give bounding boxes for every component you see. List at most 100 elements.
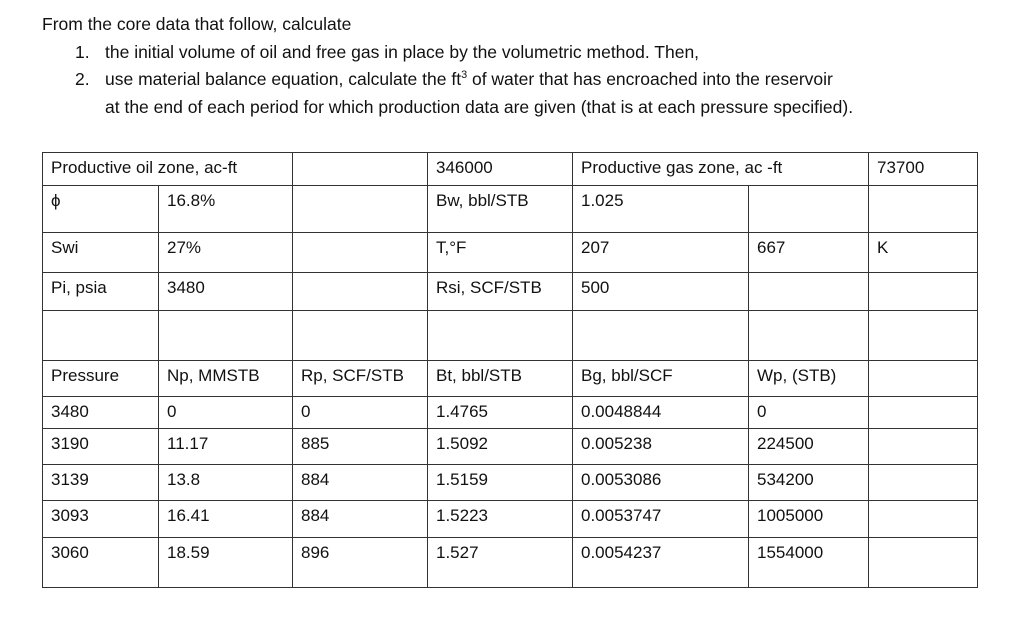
cell-oil-zone-label: Productive oil zone, ac-ft: [42, 152, 293, 186]
cell-bw-label: Bw, bbl/STB: [427, 185, 573, 233]
list-item-2-text-line2: at the end of each period for which prod…: [105, 96, 854, 117]
cell-swi-value: 27%: [158, 232, 293, 273]
cell-empty: [868, 396, 978, 429]
reservoir-data-table: Productive oil zone, ac-ft 346000 Produc…: [42, 152, 978, 588]
cell-pressure: 3480: [42, 396, 159, 429]
table-row: 3139 13.8 884 1.5159 0.0053086 534200: [42, 464, 978, 501]
list-number-2: 2.: [75, 69, 90, 89]
cell-empty: [868, 537, 978, 588]
cell-empty: [158, 310, 293, 361]
cell-wp: 0: [748, 396, 869, 429]
table-row: ϕ 16.8% Bw, bbl/STB 1.025: [42, 185, 978, 233]
cell-empty: [572, 310, 749, 361]
cell-wp: 1554000: [748, 537, 869, 588]
cell-empty: [868, 500, 978, 538]
cell-empty: [292, 310, 428, 361]
cell-empty: [748, 310, 869, 361]
cell-np: 13.8: [158, 464, 293, 501]
cell-empty: [868, 185, 978, 233]
cell-np: 0: [158, 396, 293, 429]
cell-rp: 0: [292, 396, 428, 429]
cell-rsi-value: 500: [572, 272, 749, 311]
table-row: Pi, psia 3480 Rsi, SCF/STB 500: [42, 272, 978, 311]
header-pressure: Pressure: [42, 360, 159, 397]
list-item-2-text-b: of water that has encroached into the re…: [467, 69, 833, 89]
cell-pi-value: 3480: [158, 272, 293, 311]
cell-wp: 224500: [748, 428, 869, 465]
cell-k-unit: K: [868, 232, 978, 273]
cell-empty: [868, 428, 978, 465]
cell-rp: 884: [292, 500, 428, 538]
cell-np: 18.59: [158, 537, 293, 588]
table-row: 3190 11.17 885 1.5092 0.005238 224500: [42, 428, 978, 465]
cell-temperature-value: 207: [572, 232, 749, 273]
cell-bt: 1.527: [427, 537, 573, 588]
cell-rp: 884: [292, 464, 428, 501]
table-row: 3480 0 0 1.4765 0.0048844 0: [42, 396, 978, 429]
intro-line: From the core data that follow, calculat…: [42, 14, 352, 34]
cell-empty: [868, 272, 978, 311]
list-item-2-continuation: at the end of each period for which prod…: [42, 94, 1002, 122]
superscript-3: 3: [461, 69, 468, 82]
cell-bt: 1.5159: [427, 464, 573, 501]
cell-gas-zone-value: 73700: [868, 152, 978, 186]
cell-pressure: 3139: [42, 464, 159, 501]
cell-empty: [292, 152, 428, 186]
list-number-1: 1.: [75, 41, 90, 62]
cell-bw-value: 1.025: [572, 185, 749, 233]
cell-np: 16.41: [158, 500, 293, 538]
cell-swi-label: Swi: [42, 232, 159, 273]
cell-rsi-label: Rsi, SCF/STB: [427, 272, 573, 311]
cell-temperature-label: T,°F: [427, 232, 573, 273]
cell-bg: 0.0048844: [572, 396, 749, 429]
cell-k-value: 667: [748, 232, 869, 273]
list-item-2: 2. use material balance equation, calcul…: [42, 66, 1002, 94]
cell-pressure: 3093: [42, 500, 159, 538]
cell-empty: [427, 310, 573, 361]
cell-oil-zone-value: 346000: [427, 152, 573, 186]
cell-empty: [868, 464, 978, 501]
cell-wp: 1005000: [748, 500, 869, 538]
header-wp: Wp, (STB): [748, 360, 869, 397]
cell-bg: 0.0054237: [572, 537, 749, 588]
header-rp: Rp, SCF/STB: [292, 360, 428, 397]
header-bg: Bg, bbl/SCF: [572, 360, 749, 397]
table-header-row: Pressure Np, MMSTB Rp, SCF/STB Bt, bbl/S…: [42, 360, 978, 397]
cell-bg: 0.0053086: [572, 464, 749, 501]
table-row: Swi 27% T,°F 207 667 K: [42, 232, 978, 273]
cell-empty: [292, 232, 428, 273]
table-row: 3060 18.59 896 1.527 0.0054237 1554000: [42, 537, 978, 588]
list-item-1: 1. the initial volume of oil and free ga…: [42, 39, 1002, 67]
cell-np: 11.17: [158, 428, 293, 465]
table-row: 3093 16.41 884 1.5223 0.0053747 1005000: [42, 500, 978, 538]
list-item-2-text: use material balance equation, calculate…: [105, 69, 833, 89]
cell-porosity-label: ϕ: [42, 185, 159, 233]
cell-gas-zone-label: Productive gas zone, ac -ft: [572, 152, 869, 186]
table-row: Productive oil zone, ac-ft 346000 Produc…: [42, 152, 978, 186]
cell-porosity-value: 16.8%: [158, 185, 293, 233]
cell-rp: 885: [292, 428, 428, 465]
cell-empty: [292, 185, 428, 233]
cell-bt: 1.4765: [427, 396, 573, 429]
header-np: Np, MMSTB: [158, 360, 293, 397]
cell-bt: 1.5223: [427, 500, 573, 538]
cell-bg: 0.0053747: [572, 500, 749, 538]
cell-empty: [292, 272, 428, 311]
cell-pressure: 3060: [42, 537, 159, 588]
problem-statement: From the core data that follow, calculat…: [42, 11, 1002, 121]
cell-wp: 534200: [748, 464, 869, 501]
header-bt: Bt, bbl/STB: [427, 360, 573, 397]
cell-rp: 896: [292, 537, 428, 588]
cell-empty: [868, 360, 978, 397]
cell-pi-label: Pi, psia: [42, 272, 159, 311]
cell-empty: [748, 272, 869, 311]
cell-pressure: 3190: [42, 428, 159, 465]
list-item-1-text: the initial volume of oil and free gas i…: [105, 41, 700, 62]
cell-empty: [748, 185, 869, 233]
cell-empty: [42, 310, 159, 361]
cell-bt: 1.5092: [427, 428, 573, 465]
list-item-2-text-a: use material balance equation, calculate…: [105, 69, 462, 89]
table-row-spacer: [42, 310, 978, 361]
cell-bg: 0.005238: [572, 428, 749, 465]
